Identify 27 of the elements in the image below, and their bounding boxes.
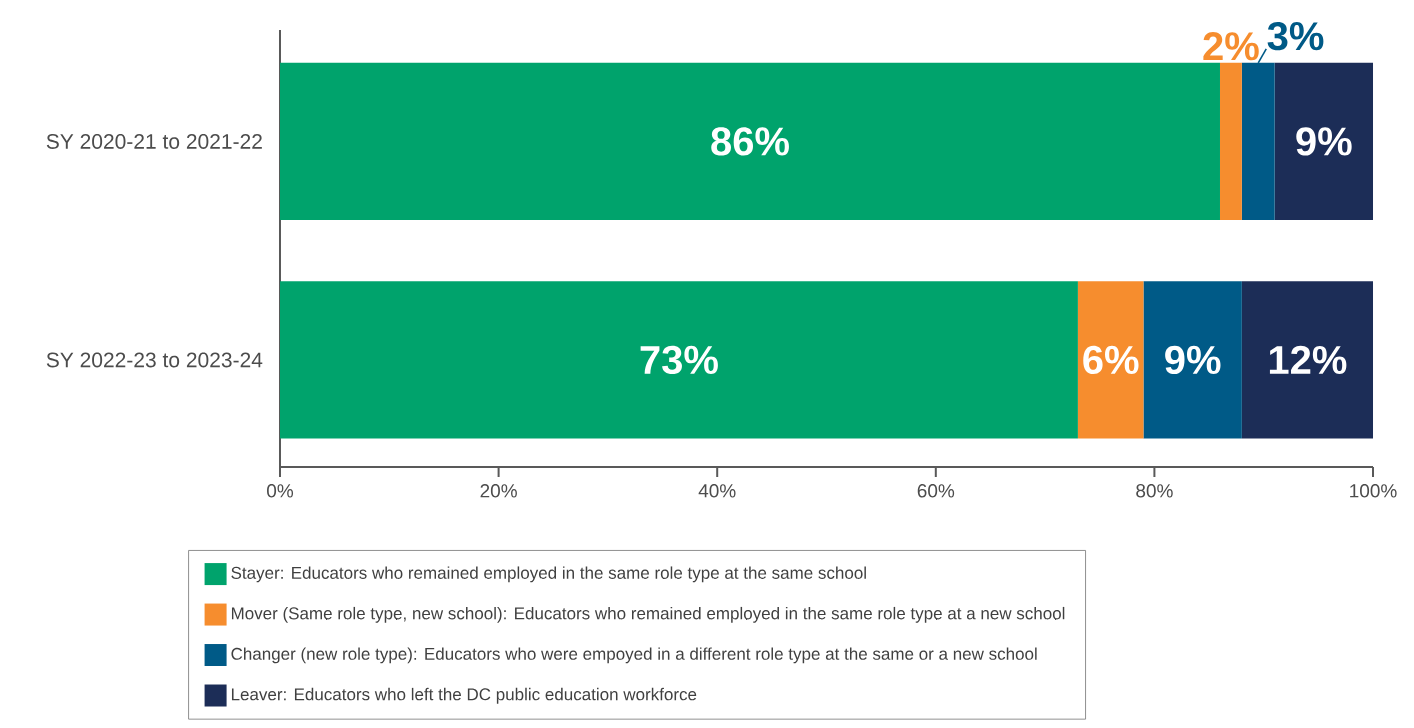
x-tick-label: 60% [917,484,955,498]
data-label: 2% [1203,32,1259,61]
bar [1077,281,1144,439]
x-tick-label: 80% [1136,484,1173,498]
y-tick-label: SY 2020-21 to 2021-22 [46,134,262,149]
x-tick-label: 0% [267,484,294,498]
bar [1274,62,1374,221]
data-label: 9% [1165,345,1221,375]
x-tick-label: 100% [1350,484,1397,498]
legend-label: Mover (Same role type, new school): Educators who remained employed in the same role type at a new school [231,606,1065,623]
data-label: 6% [1083,345,1139,375]
y-tick-label: SY 2022-23 to 2023-24 [46,352,263,368]
bar [279,62,1220,221]
x-tick-label: 20% [480,484,517,498]
data-label: 73% [640,345,718,375]
bar [1143,281,1242,439]
data-label: 9% [1296,127,1352,156]
data-label: 12% [1269,345,1347,375]
legend-label: Changer (new role type): Educators who were empoyed in a different role type at the same or a new school [231,647,1037,664]
bar [1219,62,1242,221]
data-label: 86% [711,127,789,156]
data-label: 3% [1267,21,1324,51]
legend-label: Stayer: Educators who remained employed in the same role type at the same school [231,566,866,583]
bar [279,281,1078,439]
x-tick-label: 40% [698,484,736,498]
legend-label: Leaver: Educators who left the DC public education workforce [231,687,697,704]
bar [1241,281,1374,439]
